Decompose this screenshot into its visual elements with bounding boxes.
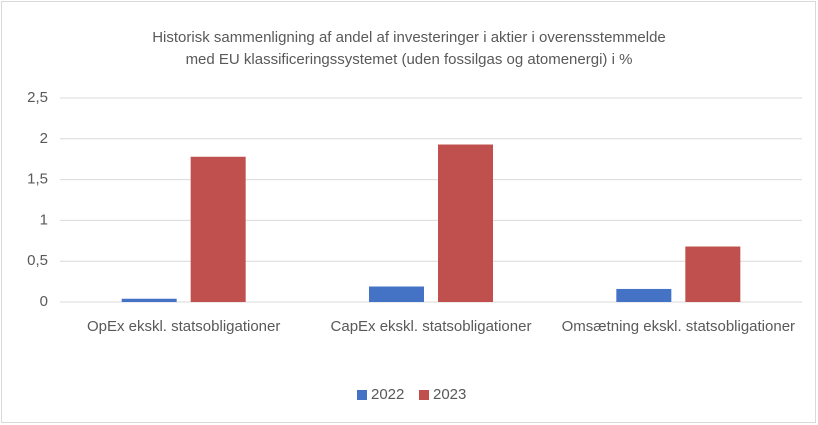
bar xyxy=(190,156,246,302)
y-tick-label: 0 xyxy=(40,293,48,310)
bar xyxy=(438,144,493,302)
y-tick-label: 2 xyxy=(40,130,48,147)
legend-swatch xyxy=(357,390,367,400)
bar xyxy=(121,298,177,302)
x-tick-label: Omsætning ekskl. statsobligationer xyxy=(561,318,796,335)
bar xyxy=(616,288,672,302)
chart-title: med EU klassificeringssystemet (uden fos… xyxy=(186,51,633,68)
legend-label: 2023 xyxy=(433,386,466,403)
legend-swatch xyxy=(419,390,429,400)
bar xyxy=(685,246,741,302)
y-tick-label: 1,5 xyxy=(27,171,48,188)
y-tick-label: 0,5 xyxy=(27,252,48,269)
x-tick-label: CapEx ekskl. statsobligationer xyxy=(330,318,532,335)
y-tick-label: 2,5 xyxy=(27,89,48,106)
bar xyxy=(369,286,424,302)
x-tick-label: OpEx ekskl. statsobligationer xyxy=(86,318,281,335)
chart-title: Historisk sammenligning af andel af inve… xyxy=(152,29,666,46)
legend-label: 2022 xyxy=(371,386,404,403)
y-tick-label: 1 xyxy=(40,211,48,228)
